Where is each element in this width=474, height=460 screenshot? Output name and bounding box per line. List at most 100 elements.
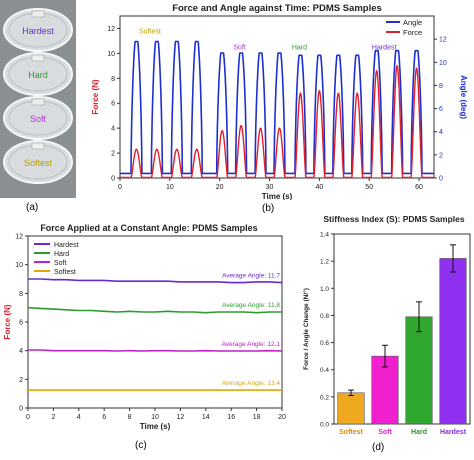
y-tick-label: 8: [19, 291, 23, 298]
group-annotation: Hardest: [372, 45, 397, 52]
bar-hard: [405, 316, 433, 425]
y2-tick-label: 12: [439, 37, 447, 44]
x-tick-label: 10: [151, 414, 159, 421]
y2-tick-label: 4: [439, 129, 443, 136]
y-tick-label: 1.4: [320, 232, 329, 239]
y2-tick-label: 2: [439, 152, 443, 159]
disc: [3, 96, 73, 140]
y-tick-label: 8: [111, 76, 115, 83]
y-tick-label: 1.2: [320, 259, 329, 266]
disc: [3, 8, 73, 52]
disc-tag: [31, 10, 45, 18]
y-axis-label: Force / Angle Change (N/°): [302, 288, 310, 370]
y-tick-label: 6: [111, 101, 115, 108]
y-tick-label: 10: [15, 262, 23, 269]
x-tick-label: 8: [128, 414, 132, 421]
disc-tag: [31, 54, 45, 62]
photo-svg: Hardest Hard Soft Softest: [0, 0, 76, 198]
y-tick-label: 0: [19, 406, 23, 413]
y-tick-label: 12: [107, 26, 115, 33]
y-tick-label: 6: [19, 320, 23, 327]
x-tick-label: 0: [26, 414, 30, 421]
x-tick-label: 2: [51, 414, 55, 421]
series-line-hard: [27, 306, 282, 314]
y-axis-label: Force (N): [3, 304, 12, 339]
disc-label: Soft: [30, 114, 47, 124]
legend-label: Force: [403, 28, 422, 37]
y2-tick-label: 10: [439, 60, 447, 67]
disc: [3, 52, 73, 96]
y2-tick-label: 0: [439, 176, 443, 183]
panel-a-label: (a): [26, 202, 39, 213]
group-annotation: Soft: [233, 45, 246, 52]
chart-title: Force Applied at a Constant Angle: PDMS …: [40, 223, 257, 233]
x-tick-label: 40: [315, 184, 323, 191]
y2-axis-label: Angle (deg): [459, 75, 468, 119]
angle-series-line: [120, 40, 434, 175]
average-angle-annotation: Average Angle: 11.8: [222, 302, 280, 309]
category-label: Softest: [339, 429, 363, 436]
chart-title: Force and Angle against Time: PDMS Sampl…: [172, 3, 382, 14]
x-tick-label: 0: [118, 184, 122, 191]
legend-label: Softest: [54, 269, 76, 276]
x-tick-label: 6: [102, 414, 106, 421]
x-axis-label: Time (s): [262, 192, 293, 200]
average-angle-annotation: Average Angle: 11.7: [222, 273, 280, 280]
y-tick-label: 10: [107, 51, 115, 58]
y-tick-label: 0.2: [320, 394, 329, 401]
y-tick-label: 2: [111, 151, 115, 158]
y2-tick-label: 6: [439, 106, 443, 113]
category-label: Hardest: [440, 429, 467, 436]
x-tick-label: 20: [278, 414, 286, 421]
x-tick-label: 30: [266, 184, 274, 191]
plot-frame: [119, 15, 435, 179]
y-axis-label: Force (N): [91, 79, 100, 114]
legend-label: Soft: [54, 260, 67, 267]
category-label: Hard: [411, 429, 427, 436]
sample-photo: Hardest Hard Soft Softest: [0, 0, 76, 198]
series-line-hardest: [28, 278, 283, 284]
chart-title: Stiffness Index (S): PDMS Samples: [323, 214, 464, 224]
x-tick-label: 4: [77, 414, 81, 421]
y-tick-label: 2: [19, 377, 23, 384]
average-angle-annotation: Average Angle: 12.1: [222, 341, 281, 348]
plot-frame: [333, 233, 471, 425]
x-axis-label: Time (s): [140, 422, 171, 431]
constant-angle-force-chart: Force Applied at a Constant Angle: PDMS …: [3, 223, 286, 431]
disc-label: Softest: [24, 158, 53, 168]
x-tick-label: 16: [227, 414, 235, 421]
x-tick-label: 50: [365, 184, 373, 191]
bar-hardest: [439, 258, 467, 425]
y-tick-label: 4: [19, 348, 23, 355]
legend-label: Hard: [54, 251, 69, 258]
stiffness-index-chart: Stiffness Index (S): PDMS Samples 0.0 0.2 0…: [302, 214, 471, 436]
x-tick-label: 60: [415, 184, 423, 191]
force-angle-time-chart: Force and Angle against Time: PDMS Sampl…: [91, 3, 468, 200]
x-tick-label: 14: [202, 414, 210, 421]
legend-label: Angle: [403, 18, 422, 27]
disc-label: Hardest: [22, 26, 54, 36]
category-label: Soft: [378, 429, 392, 436]
x-tick-label: 18: [253, 414, 261, 421]
disc-label: Hard: [28, 70, 48, 80]
bar-softest: [337, 392, 365, 425]
y-tick-label: 0.4: [320, 367, 329, 374]
y-tick-label: 4: [111, 126, 115, 133]
force-series-line: [120, 64, 434, 179]
panel-c-label: (c): [135, 440, 147, 451]
y-tick-label: 0.6: [320, 340, 329, 347]
y-tick-label: 0.8: [320, 313, 329, 320]
series-line-soft: [28, 349, 283, 352]
panel-d-label: (d): [372, 442, 385, 453]
y-tick-label: 1.0: [320, 286, 329, 293]
y-tick-label: 12: [15, 234, 23, 241]
y-tick-label: 0: [111, 176, 115, 183]
disc: [3, 140, 73, 184]
disc-tag: [31, 142, 45, 150]
x-tick-label: 12: [177, 414, 185, 421]
y-tick-label: 0.0: [320, 422, 329, 429]
average-angle-annotation: Average Angle: 13.4: [222, 380, 281, 387]
disc-tag: [31, 98, 45, 106]
panel-b-label: (b): [262, 203, 275, 214]
legend-label: Hardest: [54, 242, 79, 249]
